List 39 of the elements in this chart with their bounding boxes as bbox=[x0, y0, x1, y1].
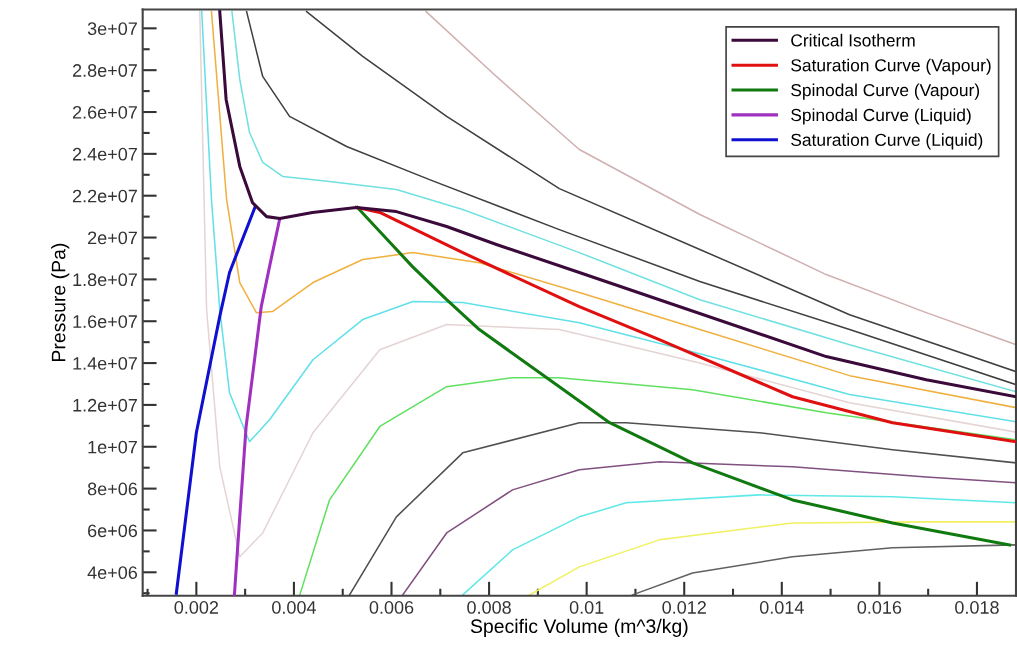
y-tick-label: 6e+06 bbox=[88, 524, 138, 538]
line-series bbox=[199, 10, 1016, 558]
x-tick-label: 0.006 bbox=[369, 601, 414, 614]
y-tick-label: 8e+06 bbox=[87, 482, 138, 496]
legend-label: Spinodal Curve (Liquid) bbox=[791, 108, 971, 125]
x-tick-label: 0.01 bbox=[569, 601, 604, 614]
x-tick-label: 0.004 bbox=[272, 601, 316, 614]
y-tick-label: 2.4e+07 bbox=[72, 147, 137, 161]
line-series bbox=[461, 494, 1016, 596]
x-tick-label: 0.018 bbox=[955, 601, 999, 614]
line-series bbox=[425, 10, 1016, 346]
line-series bbox=[355, 205, 1012, 547]
y-tick-label: 3e+07 bbox=[87, 22, 137, 36]
x-tick-label: 0.014 bbox=[759, 601, 804, 614]
y-tick-label: 4e+06 bbox=[87, 566, 138, 580]
legend-label: Critical Isotherm bbox=[791, 33, 915, 47]
x-axis-title: Specific Volume (m^3/kg) bbox=[470, 618, 688, 637]
legend-label: Saturation Curve (Vapour) bbox=[791, 58, 991, 75]
y-tick-label: 1.6e+07 bbox=[73, 315, 137, 328]
line-series bbox=[528, 521, 1016, 596]
y-tick-label: 2e+07 bbox=[88, 231, 137, 245]
x-tick-label: 0.002 bbox=[174, 601, 219, 614]
x-tick-label: 0.008 bbox=[467, 601, 511, 614]
y-tick-label: 1.2e+07 bbox=[73, 398, 137, 412]
y-axis-title: Pressure (Pa) bbox=[51, 243, 70, 361]
line-series bbox=[174, 205, 257, 595]
legend-label: Spinodal Curve (Vapour) bbox=[791, 83, 980, 100]
y-tick-label: 2.8e+07 bbox=[72, 64, 137, 77]
y-tick-label: 1.8e+07 bbox=[73, 273, 137, 287]
line-series bbox=[299, 376, 1016, 596]
legend-label: Saturation Curve (Liquid) bbox=[791, 133, 983, 150]
y-tick-label: 1e+07 bbox=[88, 440, 137, 454]
line-series bbox=[401, 461, 1016, 596]
y-tick-label: 1.4e+07 bbox=[73, 357, 137, 370]
y-tick-label: 2.2e+07 bbox=[72, 189, 137, 203]
line-series bbox=[631, 544, 1016, 596]
y-tick-label: 2.6e+07 bbox=[72, 105, 137, 119]
x-tick-label: 0.012 bbox=[662, 601, 706, 614]
x-tick-label: 0.016 bbox=[857, 601, 902, 614]
